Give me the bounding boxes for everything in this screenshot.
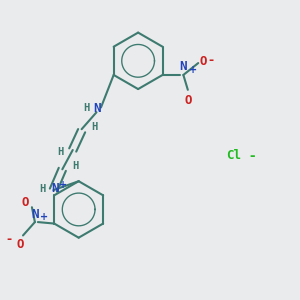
Text: H: H xyxy=(83,103,89,113)
Text: N: N xyxy=(180,61,187,74)
Text: H: H xyxy=(57,147,63,158)
Text: H: H xyxy=(40,184,46,194)
Text: -: - xyxy=(208,54,214,67)
Text: +: + xyxy=(189,65,197,76)
Text: -: - xyxy=(6,232,11,245)
Text: -: - xyxy=(245,149,256,163)
Text: O: O xyxy=(200,55,207,68)
Text: O: O xyxy=(21,196,29,209)
Text: +: + xyxy=(59,180,68,190)
Text: Cl: Cl xyxy=(226,149,241,162)
Text: H: H xyxy=(91,122,98,132)
Text: O: O xyxy=(16,238,24,251)
Text: +: + xyxy=(40,212,48,222)
Text: N: N xyxy=(51,182,59,195)
Text: O: O xyxy=(184,94,192,107)
Text: N: N xyxy=(94,102,101,115)
Text: N: N xyxy=(31,208,39,220)
Text: H: H xyxy=(72,161,78,171)
